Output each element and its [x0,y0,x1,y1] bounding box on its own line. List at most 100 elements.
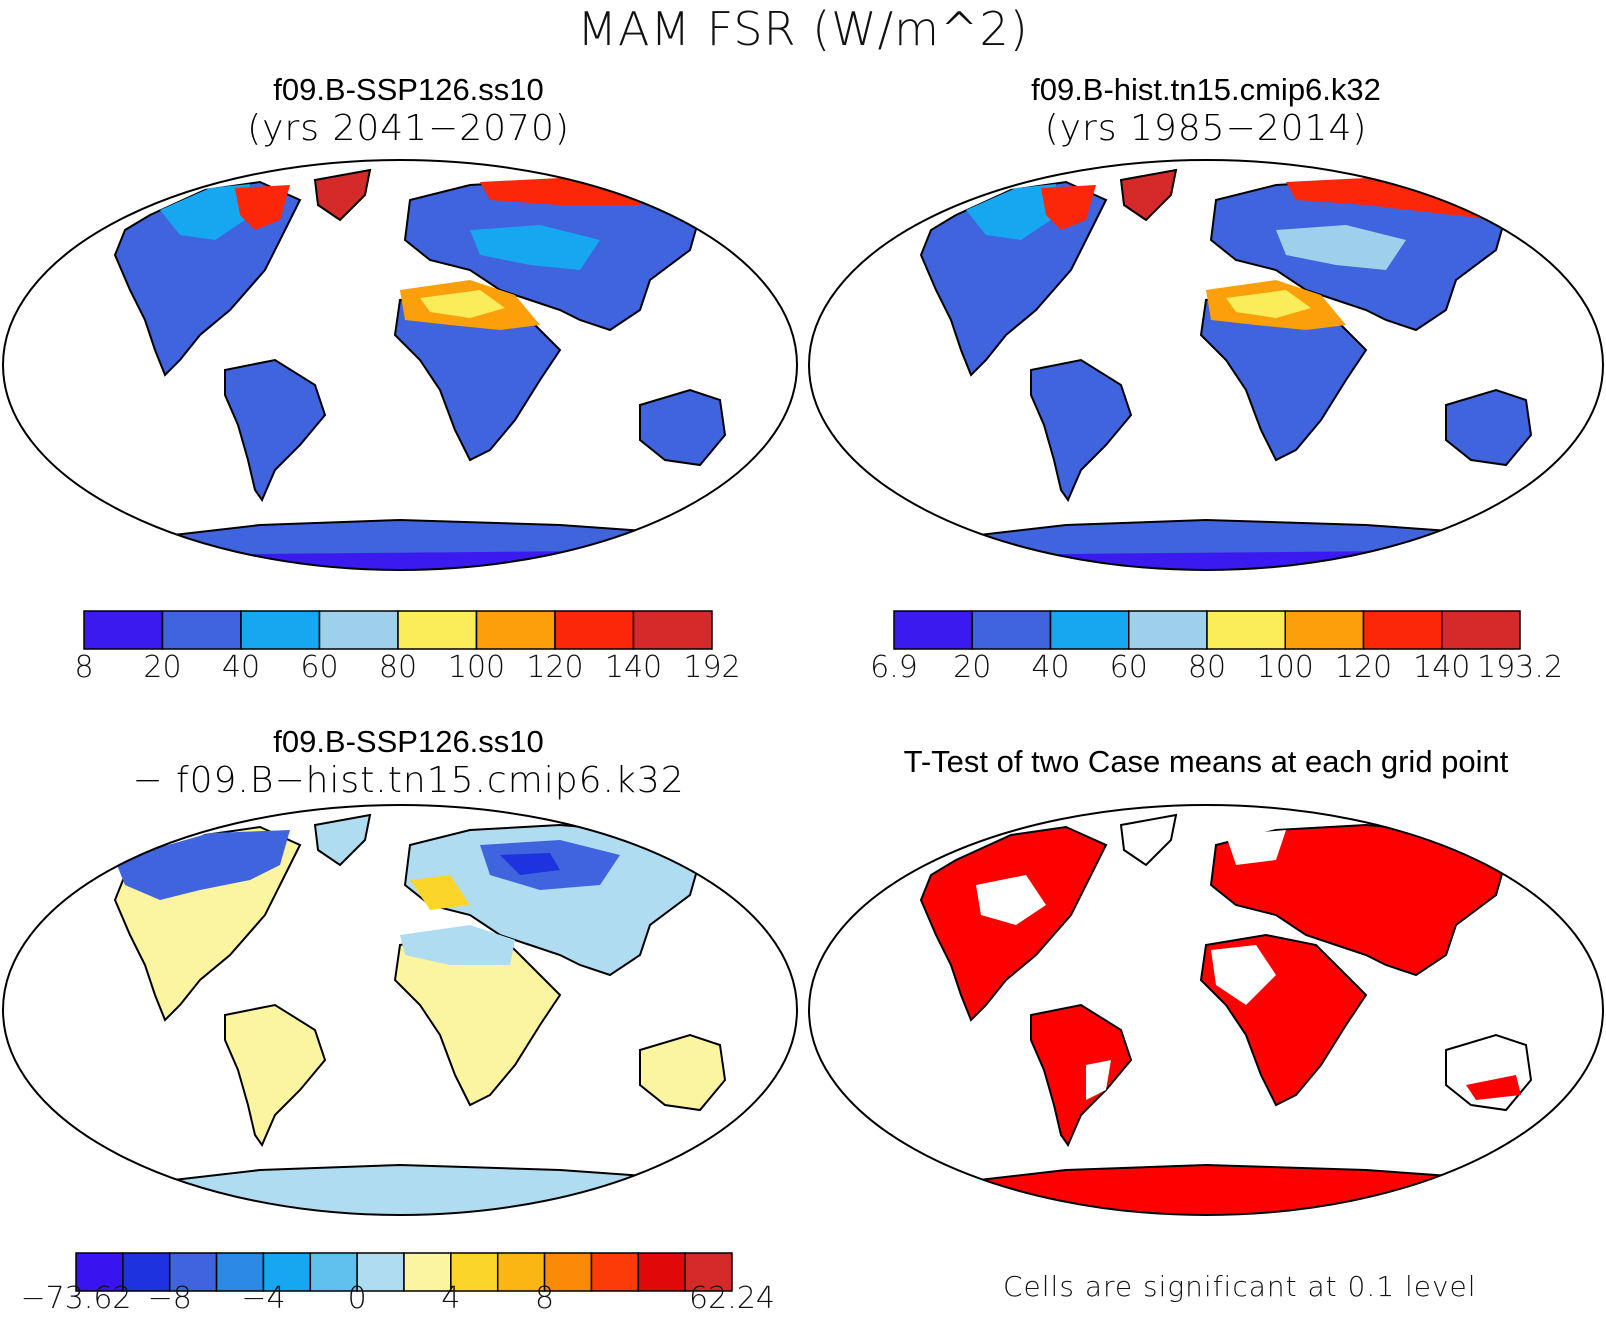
colorbar-top-right [893,610,1521,650]
colorbar-swatch [1206,610,1286,650]
map-top-left [2,159,798,571]
colorbar-tick-label: 8 [74,650,94,685]
region-canada-north [160,184,250,240]
map-top-right [808,159,1604,571]
colorbar-tick-label: 100 [1256,650,1314,685]
region-not-significant [976,875,1046,925]
region-hudson-high [235,185,290,230]
landmass-south-america [1030,358,1133,503]
colorbar-tick-label: 140 [604,650,663,685]
colorbar-swatch [554,610,635,650]
landmass-australia [639,388,727,467]
colorbar-tick-label: 62.24 [689,1281,775,1316]
significance-note: Cells are significant at 0.1 level [1003,1270,1477,1303]
region-asia-strong-decrease [500,853,560,875]
colorbar-swatch [971,610,1052,650]
region-central-asia [470,225,600,270]
colorbar-swatch [397,610,478,650]
colorbar-labels-top-left: 8 20 40 60 80 100 120 140 192 [74,650,740,690]
colorbar-swatch [356,1252,405,1292]
region-europe-increase [410,875,470,910]
figure-title: MAM FSR (W/m^2) [577,2,1029,56]
region-sahara-decrease [400,925,515,965]
panel-title-top-left: f09.B-SSP126.ss10 (yrs 2041−2070) [16,72,801,150]
map-frame [808,804,1604,1216]
colorbar-tick-label: 20 [143,650,182,685]
colorbar-labels-bottom-left: −73.62 −8 −4 0 4 8 62.24 [20,1281,774,1321]
colorbar-swatch [1128,610,1208,650]
colorbar-top-left [83,610,713,650]
colorbar-swatch [215,1252,265,1292]
region-siberia-high [480,178,650,205]
panel-title-line2: (yrs 2041−2070) [247,108,570,149]
map-frame [808,159,1604,571]
colorbar-tick-label: 20 [953,650,992,685]
colorbar-tick-label: 4 [441,1281,461,1316]
panel-title-bottom-right: T-Test of two Case means at each grid po… [806,744,1606,780]
colorbar-tick-label: −8 [147,1281,192,1316]
colorbar-tick-label: 193.2 [1477,650,1563,685]
colorbar-swatch [1049,610,1130,650]
colorbar-swatch [1362,610,1443,650]
landmass-australia [1445,388,1533,467]
colorbar-tick-label: 40 [1031,650,1070,685]
panel-title-line1: f09.B-SSP126.ss10 [273,72,544,107]
colorbar-labels-top-right: 6.9 20 40 60 80 100 120 140 193.2 [870,650,1563,690]
panel-title-line1: T-Test of two Case means at each grid po… [903,744,1509,779]
colorbar-tick-label: 0 [347,1281,367,1316]
landmass-greenland [313,168,372,222]
panel-title-line2: (yrs 1985−2014) [1044,108,1368,149]
region-canada-decrease [115,830,290,900]
region-canada-north [966,184,1056,240]
region-central-asia [1276,225,1406,270]
map-frame [2,159,798,571]
region-sahara-core [420,290,505,318]
region-antarctica-low [956,550,1506,570]
colorbar-swatch [83,610,164,650]
colorbar-swatch [262,1252,312,1292]
region-hudson-high [1041,185,1096,230]
map-bottom-right [808,804,1604,1216]
colorbar-swatch [161,610,242,650]
colorbar-swatch [590,1252,640,1292]
colorbar-tick-label: 60 [1109,650,1148,685]
region-sahara-core [1226,290,1311,318]
panel-title-bottom-left: f09.B-SSP126.ss10 − f09.B−hist.tn15.cmip… [16,724,801,802]
panel-title-top-right: f09.B-hist.tn15.cmip6.k32 (yrs 1985−2014… [806,72,1606,150]
landmass-greenland [1119,813,1178,867]
colorbar-swatch [403,1252,452,1292]
colorbar-tick-label: 192 [683,650,741,685]
map-frame [2,804,798,1216]
region-not-significant [1086,1060,1111,1100]
colorbar-swatch [684,1252,733,1292]
colorbar-swatch [1284,610,1365,650]
region-antarctica-low [150,550,700,570]
landmass-africa [393,933,562,1107]
colorbar-tick-label: 80 [378,650,418,685]
region-significant [1466,1075,1521,1100]
colorbar-tick-label: 100 [447,650,506,685]
map-bottom-left [2,804,798,1216]
colorbar-swatch [893,610,973,650]
colorbar-swatch [632,610,713,650]
region-not-significant [1211,945,1276,1005]
colorbar-bottom-left [75,1252,733,1292]
landmass-greenland [1119,168,1178,222]
colorbar-tick-label: −73.62 [20,1281,132,1316]
landmass-south-america [1030,1003,1133,1148]
colorbar-tick-label: 120 [526,650,584,685]
region-not-significant [1226,830,1286,865]
landmass-australia [639,1033,727,1112]
landmass-south-america [224,1003,327,1148]
colorbar-swatch [450,1252,499,1292]
colorbar-swatch [1441,610,1521,650]
colorbar-tick-label: 140 [1413,650,1471,685]
colorbar-tick-label: 8 [535,1281,555,1316]
colorbar-tick-label: 120 [1334,650,1393,685]
region-greenland [313,813,372,867]
colorbar-tick-label: 60 [300,650,339,685]
panel-title-line1: f09.B-SSP126.ss10 [273,724,544,759]
panel-title-line1: f09.B-hist.tn15.cmip6.k32 [1031,72,1381,107]
colorbar-tick-label: 40 [221,650,261,685]
panel-title-line2: − f09.B−hist.tn15.cmip6.k32 [132,760,685,801]
